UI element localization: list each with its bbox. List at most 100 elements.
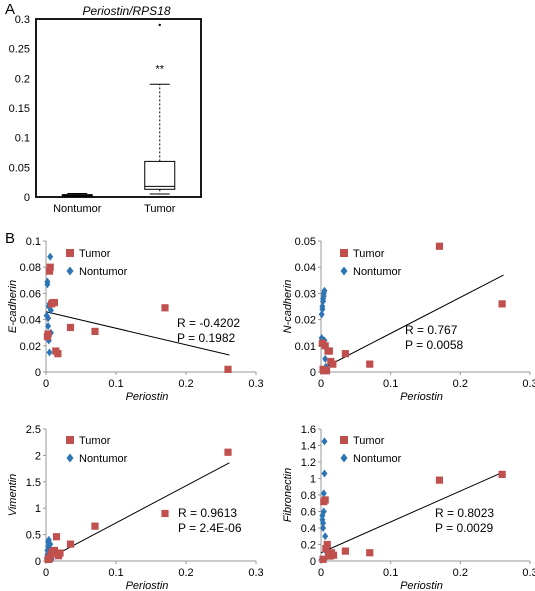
- tumor-point: [66, 323, 75, 332]
- y-axis-label: Fibronectin: [282, 468, 294, 522]
- legend-tumor-swatch: [340, 249, 348, 257]
- legend: Tumor Nontumor: [336, 431, 410, 469]
- plot-frame: [35, 18, 202, 198]
- legend: Tumor Nontumor: [62, 244, 136, 282]
- tumor-point: [91, 327, 99, 335]
- legend-box: [62, 431, 136, 469]
- x-tick-label: 0.1: [108, 567, 123, 579]
- scatter-chart-n-cadherin: 0 0.01 0.02 0.03 0.04 0.05 0 0.1 0.2 0.3 Periostin…: [282, 236, 535, 403]
- nontumor-point: [320, 524, 327, 532]
- nontumor-point: [45, 314, 52, 323]
- tumor-point: [45, 267, 54, 275]
- tumor-point: [91, 522, 99, 530]
- y-tick-label: 2.5: [26, 424, 41, 436]
- y-tick-label: 0.15: [9, 103, 30, 115]
- y-tick-label: 0: [24, 192, 30, 204]
- x-tick-label: 0.1: [383, 378, 398, 390]
- box-plot-chart: Periostin/RPS18 0 0.05 0.1 0.15 0.2 0.25 0.3 Non…: [9, 4, 202, 215]
- nontumor-point: [44, 277, 51, 286]
- tumor-point: [366, 549, 374, 557]
- legend-box: [336, 244, 410, 282]
- x-tick-label: 0: [43, 567, 49, 579]
- legend-nontumor-swatch: [340, 266, 348, 276]
- trend-line: [320, 471, 504, 554]
- y-tick-label: 0.04: [295, 262, 316, 274]
- y-tick-label: 2: [35, 450, 41, 462]
- nontumor-point: [321, 469, 328, 478]
- y-tick-label: 0.06: [20, 288, 41, 300]
- tumor-point: [498, 470, 506, 478]
- y-tick-label: 0: [35, 367, 41, 379]
- panel-label-a: A: [5, 1, 16, 18]
- p-value: P = 2.4E-06: [178, 521, 242, 535]
- tumor-point: [161, 304, 169, 312]
- x-axis-label: Periostin: [126, 391, 169, 403]
- scatter-chart-fibronectin: 0 0.2 0.4 0.6 0.8 1 1.2 1.4 1.6 0 0.1 0.2 0.3 Periost…: [282, 424, 535, 591]
- tumor-point: [341, 350, 349, 358]
- y-tick-label: 0.5: [26, 530, 41, 542]
- legend-nontumor-label: Nontumor: [353, 266, 402, 278]
- chart-title: Periostin/RPS18: [82, 4, 170, 18]
- trend-line: [45, 462, 230, 561]
- y-tick-label: 0.1: [26, 236, 41, 248]
- legend-box: [62, 244, 136, 282]
- y-tick-label: 0: [310, 367, 316, 379]
- tumor-point: [366, 360, 374, 368]
- x-tick-label: 0: [318, 378, 324, 390]
- nontumor-point: [45, 322, 52, 331]
- x-tick-label: 0.3: [248, 378, 263, 390]
- y-tick-label: 0.2: [301, 540, 316, 552]
- y-tick-label: 1.5: [26, 477, 41, 489]
- y-tick-label: 0.04: [20, 315, 41, 327]
- legend-tumor-label: Tumor: [79, 248, 111, 260]
- p-value: P = 0.0029: [435, 521, 493, 535]
- y-tick-label: 1: [35, 503, 41, 515]
- p-value: P = 0.0058: [405, 338, 463, 352]
- nontumor-point: [321, 286, 328, 295]
- r-value: R = -0.4202: [177, 316, 240, 330]
- tumor-point: [54, 350, 62, 358]
- r-value: R = 0.9613: [178, 506, 237, 520]
- y-tick-label: 1.2: [301, 457, 316, 469]
- y-tick-label: 0: [35, 556, 41, 568]
- box-tumor: [144, 23, 176, 195]
- tumor-point: [498, 300, 506, 308]
- y-tick-label: 1: [310, 474, 316, 486]
- y-tick-label: 0.2: [15, 73, 30, 85]
- legend-nontumor-swatch: [66, 266, 74, 276]
- r-value: R = 0.767: [405, 323, 458, 337]
- box-nontumor: [61, 192, 93, 197]
- x-tick-label: 0.3: [248, 567, 263, 579]
- x-tick-label: 0: [43, 378, 49, 390]
- x-tick-label: Tumor: [144, 203, 176, 215]
- scatter-chart-e-cadherin: 0 0.02 0.04 0.06 0.08 0.1 0 0.1 0.2 0.3 Periostin E…: [7, 236, 264, 403]
- y-tick-label: 0.8: [301, 490, 316, 502]
- x-tick-label: 0.3: [522, 378, 535, 390]
- y-tick-label: 0.25: [9, 44, 30, 56]
- x-axis-label: Periostin: [400, 580, 443, 591]
- x-tick-label: 0.2: [178, 378, 193, 390]
- tumor-point: [341, 547, 349, 555]
- tumor-point: [66, 540, 75, 548]
- tumor-point: [44, 330, 52, 338]
- y-axis-label: Vimentin: [7, 474, 19, 517]
- tumor-point: [319, 555, 327, 563]
- nontumor-point: [318, 310, 325, 319]
- y-tick-label: 0.05: [295, 236, 316, 248]
- legend-tumor-label: Tumor: [353, 248, 385, 260]
- trend-line: [320, 274, 504, 370]
- p-value: P = 0.1982: [177, 331, 235, 345]
- legend-nontumor-swatch: [340, 453, 348, 463]
- nontumor-point: [321, 437, 328, 446]
- tumor-point: [435, 476, 444, 484]
- x-tick-label: 0.2: [453, 378, 468, 390]
- y-axis-label: E-cadherin: [7, 280, 19, 333]
- trend-line: [45, 311, 230, 356]
- significance-annotation: **: [155, 63, 164, 75]
- y-tick-label: 0.05: [9, 162, 30, 174]
- nontumor-point: [319, 302, 326, 311]
- legend-nontumor-swatch: [66, 453, 74, 463]
- y-tick-label: 1.6: [301, 424, 316, 436]
- tumor-point: [322, 545, 330, 553]
